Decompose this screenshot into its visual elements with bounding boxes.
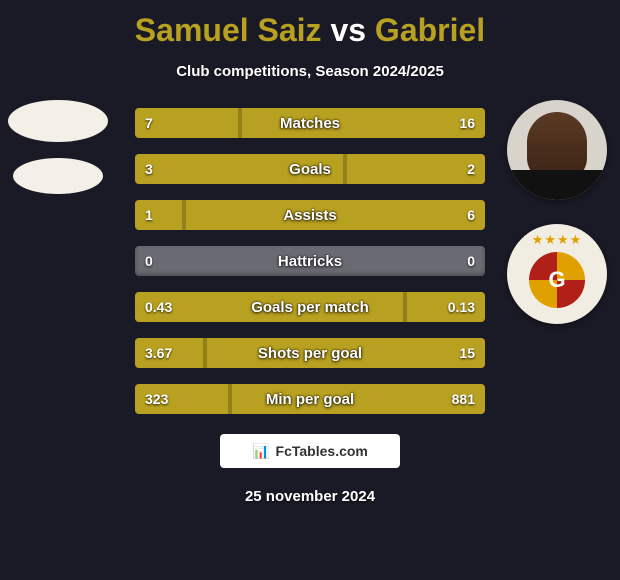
stat-value-right: 0 (467, 246, 475, 276)
club-logo-icon (529, 252, 585, 308)
stat-row: 0 0Hattricks (135, 246, 485, 276)
player1-club-placeholder (13, 158, 103, 194)
bar-fill-left (135, 200, 184, 230)
stat-value-right: 0.13 (448, 292, 475, 322)
stat-value-left: 7 (145, 108, 153, 138)
bar-fill-left (135, 154, 345, 184)
stat-value-right: 2 (467, 154, 475, 184)
stat-value-right: 16 (459, 108, 475, 138)
vs-text: vs (330, 12, 366, 48)
stat-value-right: 15 (459, 338, 475, 368)
footer-date: 25 november 2024 (0, 488, 620, 505)
player2-column: ★★★★ (502, 100, 612, 324)
bar-fill-right (205, 338, 485, 368)
stat-row: 32Goals (135, 154, 485, 184)
bar-fill-right (184, 200, 485, 230)
stat-row: 3.6715Shots per goal (135, 338, 485, 368)
stat-value-right: 881 (452, 384, 475, 414)
avatar-shirt-icon (507, 170, 607, 200)
player2-avatar (507, 100, 607, 200)
chart-icon: 📊 (252, 443, 269, 460)
stat-value-left: 3.67 (145, 338, 172, 368)
site-badge: 📊 FcTables.com (220, 434, 400, 468)
stat-value-left: 3 (145, 154, 153, 184)
bar-fill-right (240, 108, 485, 138)
stat-row: 0.430.13Goals per match (135, 292, 485, 322)
stat-bars: 716Matches32Goals16Assists00Hattricks0.4… (135, 108, 485, 430)
player1-column (8, 100, 118, 194)
bar-fill-right (230, 384, 486, 414)
subtitle: Club competitions, Season 2024/2025 (0, 63, 620, 80)
stat-label: Hattricks (135, 246, 485, 276)
site-label: FcTables.com (276, 443, 368, 459)
club-stars-icon: ★★★★ (507, 232, 607, 248)
comparison-title: Samuel Saiz vs Gabriel (0, 0, 620, 49)
player2-club-badge: ★★★★ (507, 224, 607, 324)
stat-value-left: 0.43 (145, 292, 172, 322)
stat-row: 323881Min per goal (135, 384, 485, 414)
stat-value-right: 6 (467, 200, 475, 230)
stat-row: 716Matches (135, 108, 485, 138)
bar-fill-right (345, 154, 485, 184)
stat-row: 16Assists (135, 200, 485, 230)
stat-value-left: 1 (145, 200, 153, 230)
player1-name: Samuel Saiz (135, 12, 322, 48)
player1-avatar-placeholder (8, 100, 108, 142)
player2-name: Gabriel (375, 12, 485, 48)
stat-value-left: 0 (145, 246, 153, 276)
stat-value-left: 323 (145, 384, 168, 414)
comparison-content: ★★★★ 716Matches32Goals16Assists00Hattric… (0, 100, 620, 430)
bar-fill-left (135, 292, 405, 322)
